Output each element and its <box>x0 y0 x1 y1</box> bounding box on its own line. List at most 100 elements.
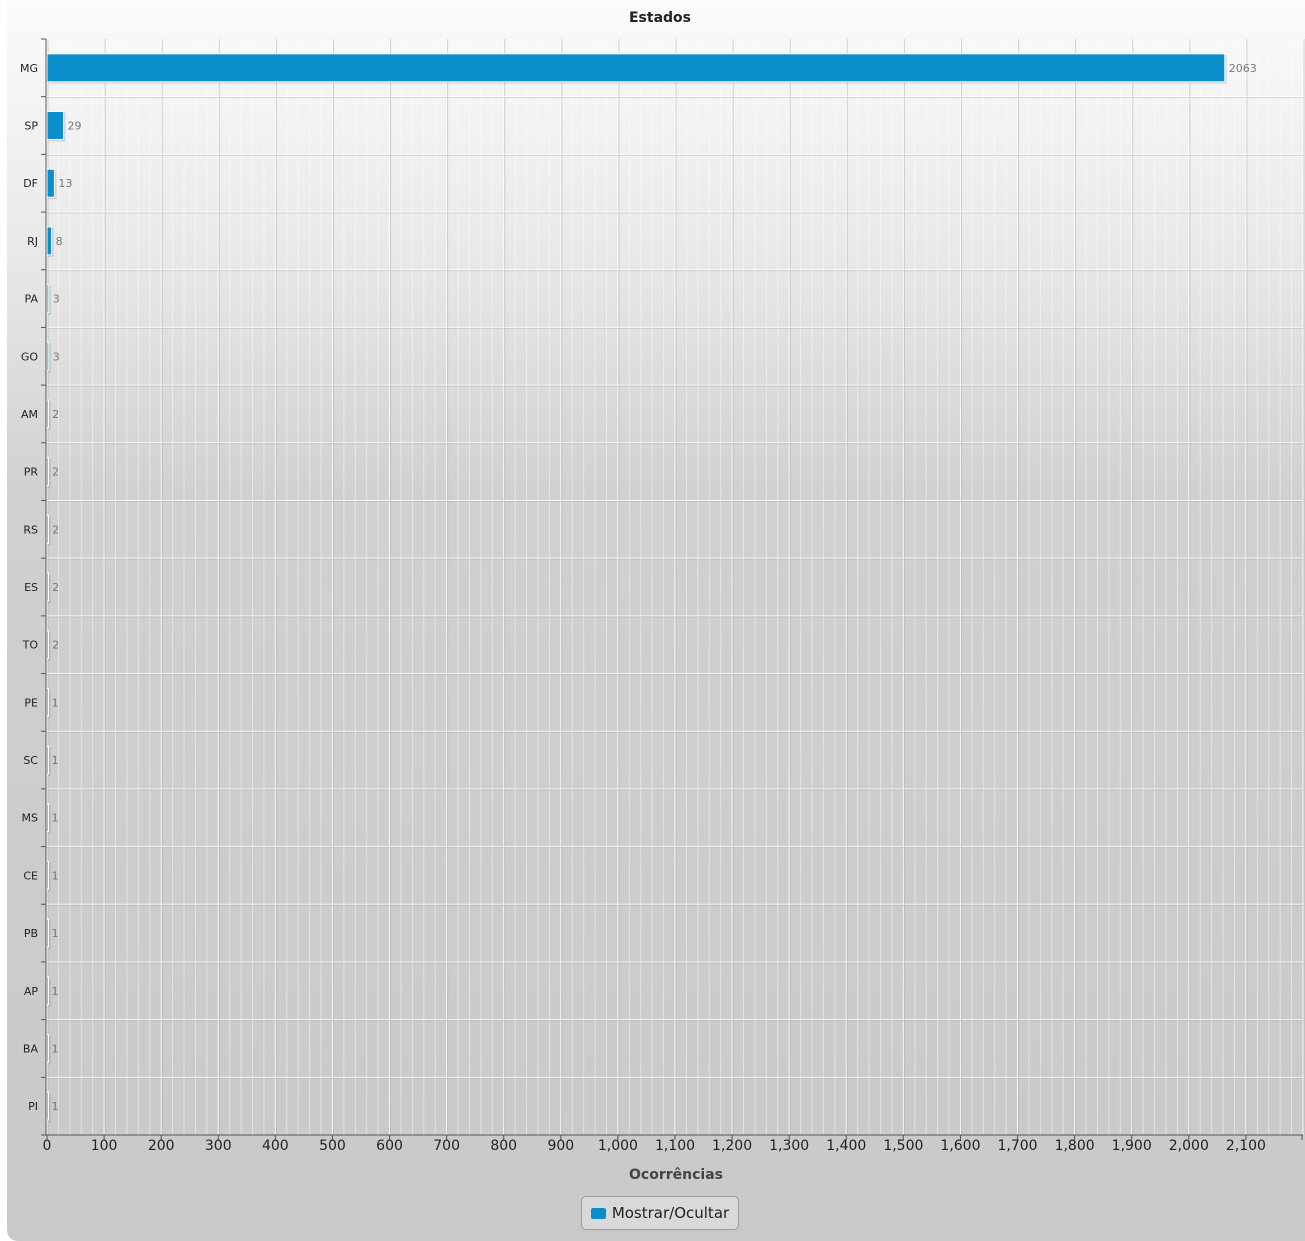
y-tick-label: SC <box>23 754 38 767</box>
y-tick-label: PI <box>28 1100 38 1113</box>
bar[interactable] <box>46 284 50 314</box>
bar-shadow <box>48 977 51 1007</box>
bar[interactable] <box>46 514 49 544</box>
y-tick-label: MG <box>20 62 38 75</box>
bar-shadow <box>48 516 51 546</box>
x-tick-label: 100 <box>91 1138 118 1154</box>
bar-data-label: 3 <box>53 350 60 363</box>
bar[interactable] <box>46 803 49 833</box>
bar-data-label: 1 <box>52 1100 59 1113</box>
bar[interactable] <box>46 630 49 660</box>
bar-shadow <box>48 574 51 603</box>
y-tick-label: PE <box>24 696 38 709</box>
bar[interactable] <box>46 341 50 371</box>
bar-data-label: 1 <box>52 812 59 825</box>
x-axis-title: Ocorrências <box>629 1167 723 1183</box>
x-tick-label: 0 <box>43 1138 52 1154</box>
x-tick-label: 400 <box>262 1138 289 1154</box>
bar-shadow <box>48 920 51 950</box>
bar-data-label: 1 <box>52 1042 59 1055</box>
bar-data-label: 13 <box>58 177 72 190</box>
bar[interactable] <box>46 918 49 948</box>
y-tick-label: DF <box>23 177 38 190</box>
bar-shadow <box>48 689 51 719</box>
bar[interactable] <box>46 457 49 487</box>
bar-shadow <box>48 631 51 661</box>
x-tick-label: 500 <box>319 1138 346 1154</box>
bar-data-label: 2 <box>52 523 59 536</box>
bar[interactable] <box>46 226 53 256</box>
bar-data-label: 2 <box>52 466 59 479</box>
bar[interactable] <box>46 53 1226 83</box>
x-tick-label: 1,400 <box>826 1138 866 1154</box>
bar-data-label: 2063 <box>1229 62 1257 75</box>
x-tick-label: 1,800 <box>1055 1138 1095 1154</box>
x-tick-label: 1,700 <box>997 1138 1037 1154</box>
x-tick-label: 1,600 <box>940 1138 980 1154</box>
bar-shadow <box>48 1093 51 1123</box>
bar-data-label: 2 <box>52 408 59 421</box>
bar[interactable] <box>46 399 49 429</box>
y-tick-label: CE <box>23 869 38 882</box>
x-tick-label: 700 <box>433 1138 460 1154</box>
bar[interactable] <box>46 976 49 1006</box>
y-tick-label: MS <box>22 812 38 825</box>
bar-shadow <box>48 343 51 373</box>
bar-shadow <box>48 458 51 488</box>
bar[interactable] <box>46 572 49 602</box>
bar[interactable] <box>46 1091 49 1121</box>
y-tick-label: PB <box>24 927 38 940</box>
x-tick-label: 2,000 <box>1169 1138 1209 1154</box>
y-tick-label: TO <box>22 639 39 652</box>
y-tick-label: AM <box>21 408 38 421</box>
bar-data-label: 29 <box>68 120 82 133</box>
y-tick-label: GO <box>21 350 39 363</box>
x-tick-label: 1,900 <box>1112 1138 1152 1154</box>
y-tick-label: ES <box>24 581 38 594</box>
x-tick-label: 2,100 <box>1226 1138 1266 1154</box>
bars <box>46 53 1227 1123</box>
x-tick-label: 1,300 <box>769 1138 809 1154</box>
y-axis: MG SP DF RJ PA GO AM PR RS ES TO PE SC MS CE PB AP BA PI <box>20 38 47 1136</box>
bar[interactable] <box>46 111 65 141</box>
chart-title: Estados <box>629 10 691 26</box>
y-tick-label: RS <box>23 523 38 536</box>
x-tick-label: 1,100 <box>655 1138 695 1154</box>
y-tick-label: BA <box>23 1042 39 1055</box>
bar[interactable] <box>46 1033 49 1063</box>
bar-data-label: 2 <box>52 639 59 652</box>
bar[interactable] <box>46 168 55 198</box>
y-tick-label: RJ <box>27 235 38 248</box>
x-tick-label: 200 <box>148 1138 175 1154</box>
grid-lines <box>46 39 1305 1135</box>
bar-data-label: 8 <box>56 235 63 248</box>
bar-data-label: 3 <box>53 293 60 306</box>
data-labels: 2063 29 13 8 3 3 2 2 2 2 2 1 1 1 1 1 1 1 1 <box>52 62 1257 1113</box>
bar-shadow <box>48 400 51 430</box>
bar-data-label: 1 <box>52 754 59 767</box>
bar[interactable] <box>46 687 49 717</box>
bar-shadow <box>48 1035 51 1065</box>
bar-shadow <box>48 747 51 777</box>
bar-shadow <box>48 804 51 834</box>
x-tick-label: 1,000 <box>598 1138 638 1154</box>
x-tick-label: 1,200 <box>712 1138 752 1154</box>
bar-shadow <box>48 285 51 315</box>
chart-background <box>7 0 1305 1241</box>
y-tick-label: SP <box>24 120 38 133</box>
legend-toggle-button[interactable]: Mostrar/Ocultar <box>581 1196 739 1230</box>
legend-label: Mostrar/Ocultar <box>611 1204 730 1222</box>
bar-data-label: 1 <box>52 985 59 998</box>
x-tick-label: 300 <box>205 1138 232 1154</box>
y-tick-label: PR <box>24 466 39 479</box>
y-tick-label: PA <box>25 293 39 306</box>
bar-data-label: 1 <box>52 927 59 940</box>
bar[interactable] <box>46 860 49 890</box>
bar[interactable] <box>46 745 49 775</box>
bar-data-label: 1 <box>52 869 59 882</box>
x-tick-label: 1,500 <box>883 1138 923 1154</box>
bar-data-label: 2 <box>52 581 59 594</box>
x-tick-label: 600 <box>376 1138 403 1154</box>
